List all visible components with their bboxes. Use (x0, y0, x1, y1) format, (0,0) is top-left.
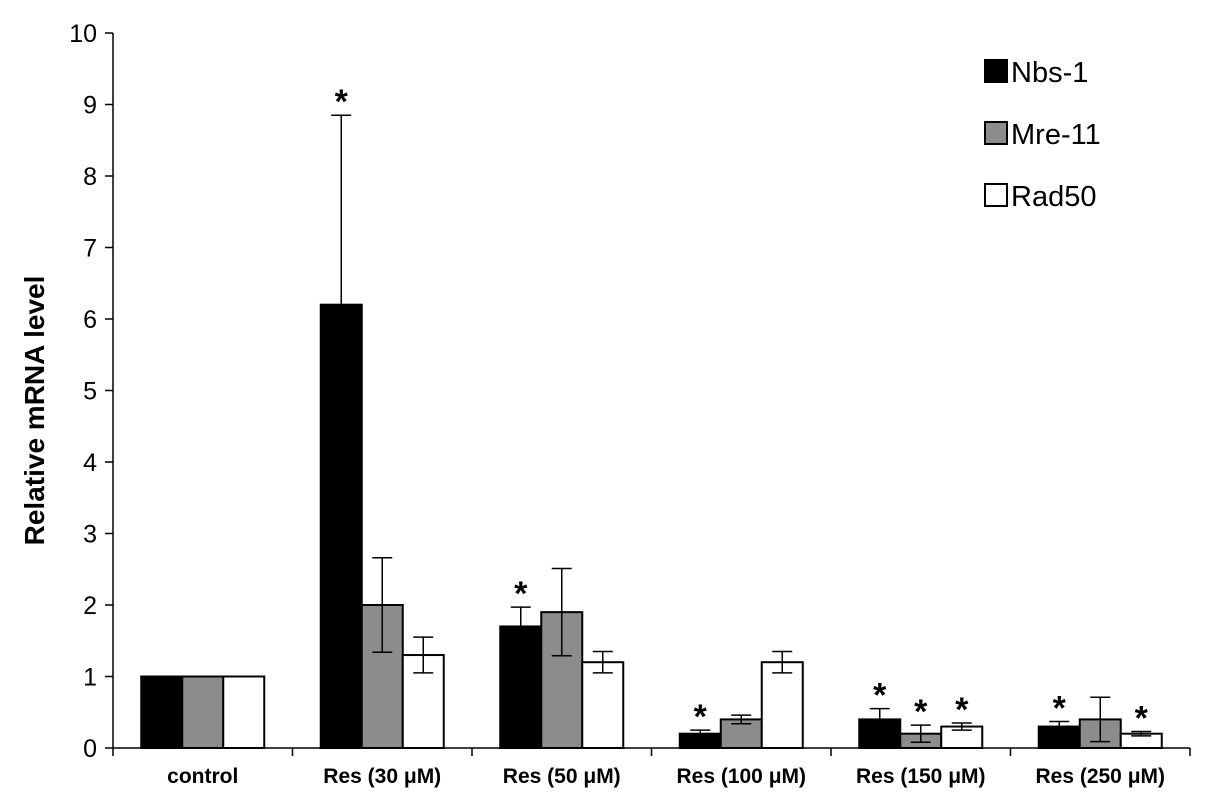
bar-nbs-1-0 (140, 675, 184, 749)
significance-marker: * (873, 677, 887, 715)
y-tick-label: 10 (69, 20, 97, 48)
x-tick-label: control (167, 765, 238, 788)
legend-label: Nbs-1 (1011, 57, 1088, 89)
y-tick-label: 7 (83, 235, 97, 263)
x-tick-label: Res (30 μM) (323, 765, 441, 788)
y-tick-label: 0 (83, 735, 97, 763)
significance-marker: * (694, 698, 708, 736)
y-tick-label: 9 (83, 92, 97, 120)
significance-marker: * (335, 83, 349, 121)
bar-mre-11-0 (181, 675, 225, 749)
legend-swatch-rad50 (984, 183, 1008, 207)
significance-marker: * (914, 693, 928, 731)
y-tick-label: 5 (83, 378, 97, 406)
bar-rad50-0 (222, 675, 266, 749)
significance-marker: * (1135, 700, 1149, 738)
bars-layer (140, 114, 1163, 750)
legend-label: Rad50 (1011, 181, 1096, 213)
y-tick-label: 8 (83, 163, 97, 191)
x-tick-label: Res (250 μM) (1035, 765, 1165, 788)
y-tick-label: 6 (83, 306, 97, 334)
legend-label: Mre-11 (1011, 119, 1101, 151)
significance-marker: * (955, 691, 969, 729)
axes-layer (105, 32, 1191, 756)
y-tick-label: 2 (83, 592, 97, 620)
bar-rad50-2 (581, 661, 625, 750)
y-axis-title: Relative mRNA level (19, 276, 50, 546)
legend-swatch-mre-11 (984, 121, 1008, 145)
significance-marker: * (1053, 690, 1067, 728)
significance-marker: * (514, 575, 528, 613)
x-tick-label: Res (50 μM) (503, 765, 621, 788)
y-tick-label: 1 (83, 664, 97, 692)
legend: Nbs-1 Mre-11 Rad50 (984, 57, 1101, 213)
y-tick-label: 3 (83, 521, 97, 549)
x-tick-label: Res (150 μM) (856, 765, 986, 788)
x-tick-label: Res (100 μM) (676, 765, 806, 788)
bar-rad50-3 (760, 661, 804, 750)
legend-swatch-nbs-1 (984, 59, 1008, 83)
labels-layer: control * Res (30 μM) * Res (50 μM) * Res (100… (19, 20, 1165, 788)
y-tick-label: 4 (83, 449, 97, 477)
